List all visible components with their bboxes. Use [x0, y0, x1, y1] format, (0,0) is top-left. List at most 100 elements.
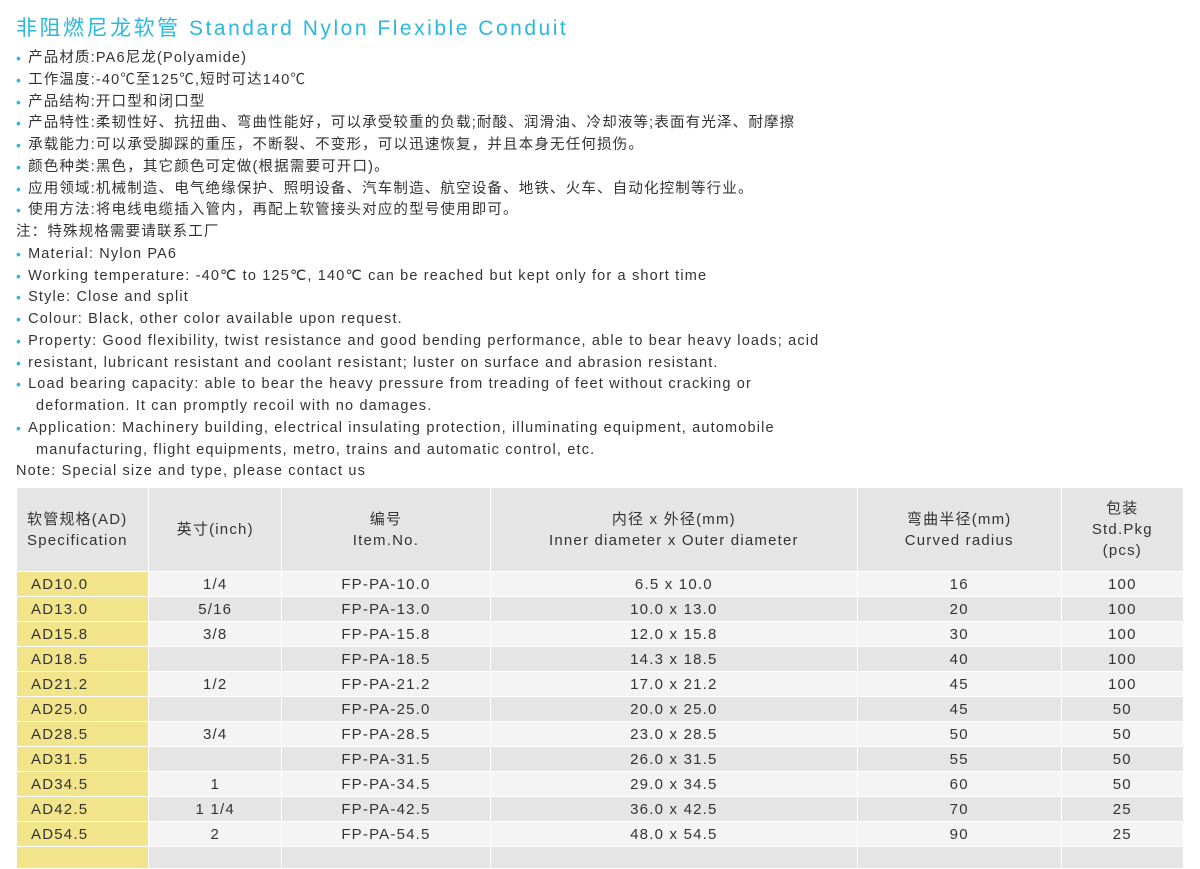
bullet-line: • 产品结构:开口型和闭口型: [16, 92, 1184, 114]
table-row: AD34.51FP-PA-34.529.0 x 34.56050: [17, 772, 1184, 797]
table-row: AD10.01/4FP-PA-10.06.5 x 10.016100: [17, 572, 1184, 597]
bullet-line: •Application: Machinery building, electr…: [16, 418, 1184, 440]
table-cell: FP-PA-10.0: [281, 572, 490, 597]
bullet-dot-icon: •: [16, 157, 22, 178]
note-en: Note: Special size and type, please cont…: [16, 461, 1184, 483]
bullet-dot-icon: •: [16, 92, 22, 113]
table-row: AD18.5FP-PA-18.514.3 x 18.540100: [17, 647, 1184, 672]
table-empty-row: [17, 847, 1184, 869]
table-cell: 45: [857, 672, 1061, 697]
table-cell: 50: [1061, 772, 1183, 797]
table-cell: 50: [1061, 697, 1183, 722]
bullet-dot-icon: •: [16, 287, 22, 308]
table-cell: FP-PA-34.5: [281, 772, 490, 797]
table-cell: 1 1/4: [149, 797, 281, 822]
bullet-text: 产品材质:PA6尼龙(Polyamide): [28, 48, 1184, 70]
bullet-dot-icon: •: [16, 48, 22, 69]
bullet-dot-icon: •: [16, 200, 22, 221]
bullets-cn: • 产品材质:PA6尼龙(Polyamide) • 工作温度:-40℃至125℃,短时…: [16, 48, 1184, 222]
bullets-en2: •Application: Machinery building, electr…: [16, 418, 1184, 440]
table-cell: FP-PA-18.5: [281, 647, 490, 672]
table-cell: AD21.2: [17, 672, 149, 697]
bullet-dot-icon: •: [16, 244, 22, 265]
table-cell: 48.0 x 54.5: [490, 822, 857, 847]
bullet-dot-icon: •: [16, 266, 22, 287]
bullet-dot-icon: •: [16, 353, 22, 374]
table-cell: AD13.0: [17, 597, 149, 622]
table-cell: AD15.8: [17, 622, 149, 647]
bullet-dot-icon: •: [16, 70, 22, 91]
table-cell: 20: [857, 597, 1061, 622]
table-cell: FP-PA-54.5: [281, 822, 490, 847]
bullet-text: Load bearing capacity: able to bear the …: [28, 374, 1184, 396]
table-header-cell: 弯曲半径(mm)Curved radius: [857, 488, 1061, 572]
table-cell: FP-PA-13.0: [281, 597, 490, 622]
table-cell: [490, 847, 857, 869]
note-cn: 注：特殊规格需要请联系工厂: [16, 222, 1184, 244]
bullet-text: 工作温度:-40℃至125℃,短时可达140℃: [28, 70, 1184, 92]
table-cell: [149, 697, 281, 722]
bullet-line: • 使用方法:将电线电缆插入管内，再配上软管接头对应的型号使用即可。: [16, 200, 1184, 222]
bullet-text: Material: Nylon PA6: [28, 244, 1184, 266]
table-cell: 50: [857, 722, 1061, 747]
table-cell: 1/4: [149, 572, 281, 597]
bullet-text: 应用领域:机械制造、电气绝缘保护、照明设备、汽车制造、航空设备、地铁、火车、自动…: [28, 179, 1184, 201]
table-cell: [149, 647, 281, 672]
bullet-text: 产品结构:开口型和闭口型: [28, 92, 1184, 114]
page-title: 非阻燃尼龙软管 Standard Nylon Flexible Conduit: [16, 12, 1184, 42]
bullet-text: 颜色种类:黑色，其它颜色可定做(根据需要可开口)。: [28, 157, 1184, 179]
table-cell: 1/2: [149, 672, 281, 697]
bullet-text: 使用方法:将电线电缆插入管内，再配上软管接头对应的型号使用即可。: [28, 200, 1184, 222]
table-cell: 6.5 x 10.0: [490, 572, 857, 597]
table-cell: FP-PA-21.2: [281, 672, 490, 697]
table-cell: 100: [1061, 672, 1183, 697]
table-cell: 25: [1061, 822, 1183, 847]
bullet-text: Property: Good flexibility, twist resist…: [28, 331, 1184, 353]
bullets-en: •Material: Nylon PA6•Working temperature…: [16, 244, 1184, 396]
table-cell: [149, 747, 281, 772]
table-cell: FP-PA-15.8: [281, 622, 490, 647]
bullet-line: • Load bearing capacity: able to bear the…: [16, 374, 1184, 396]
table-row: AD31.5FP-PA-31.526.0 x 31.55550: [17, 747, 1184, 772]
bullet-dot-icon: •: [16, 135, 22, 156]
table-header-cell: 内径 x 外径(mm)Inner diameter x Outer diamet…: [490, 488, 857, 572]
bullet-line: •Colour: Black, other color available up…: [16, 309, 1184, 331]
table-cell: 2: [149, 822, 281, 847]
table-row: AD25.0FP-PA-25.020.0 x 25.04550: [17, 697, 1184, 722]
table-cell: 100: [1061, 622, 1183, 647]
table-cell: 100: [1061, 597, 1183, 622]
bullet-dot-icon: •: [16, 331, 22, 352]
table-cell: 36.0 x 42.5: [490, 797, 857, 822]
table-cell: 16: [857, 572, 1061, 597]
indent-en2: manufacturing, flight equipments, metro,…: [16, 440, 1184, 462]
bullet-line: • Material: Nylon PA6: [16, 244, 1184, 266]
table-cell: AD31.5: [17, 747, 149, 772]
table-cell: 29.0 x 34.5: [490, 772, 857, 797]
bullet-text: Application: Machinery building, electri…: [28, 418, 1184, 440]
table-cell: [1061, 847, 1183, 869]
table-cell: 12.0 x 15.8: [490, 622, 857, 647]
bullet-line: •应用领域:机械制造、电气绝缘保护、照明设备、汽车制造、航空设备、地铁、火车、自…: [16, 179, 1184, 201]
table-cell: AD54.5: [17, 822, 149, 847]
table-cell: 55: [857, 747, 1061, 772]
table-cell: 90: [857, 822, 1061, 847]
bullet-text: resistant, lubricant resistant and coola…: [28, 353, 1184, 375]
table-row: AD15.83/8FP-PA-15.812.0 x 15.830100: [17, 622, 1184, 647]
table-row: AD54.52FP-PA-54.548.0 x 54.59025: [17, 822, 1184, 847]
bullet-line: • 颜色种类:黑色，其它颜色可定做(根据需要可开口)。: [16, 157, 1184, 179]
table-cell: 20.0 x 25.0: [490, 697, 857, 722]
table-cell: [17, 847, 149, 869]
table-cell: [281, 847, 490, 869]
table-row: AD13.05/16FP-PA-13.010.0 x 13.020100: [17, 597, 1184, 622]
bullet-line: •产品特性:柔韧性好、抗扭曲、弯曲性能好，可以承受较重的负载;耐酸、润滑油、冷却…: [16, 113, 1184, 135]
table-cell: [857, 847, 1061, 869]
table-cell: 70: [857, 797, 1061, 822]
table-cell: 10.0 x 13.0: [490, 597, 857, 622]
table-cell: 23.0 x 28.5: [490, 722, 857, 747]
bullet-line: •Style: Close and split: [16, 287, 1184, 309]
table-cell: 25: [1061, 797, 1183, 822]
bullet-dot-icon: •: [16, 374, 22, 395]
bullet-dot-icon: •: [16, 309, 22, 330]
table-cell: AD25.0: [17, 697, 149, 722]
bullet-line: •承载能力:可以承受脚踩的重压，不断裂、不变形，可以迅速恢复，并且本身无任何损伤…: [16, 135, 1184, 157]
